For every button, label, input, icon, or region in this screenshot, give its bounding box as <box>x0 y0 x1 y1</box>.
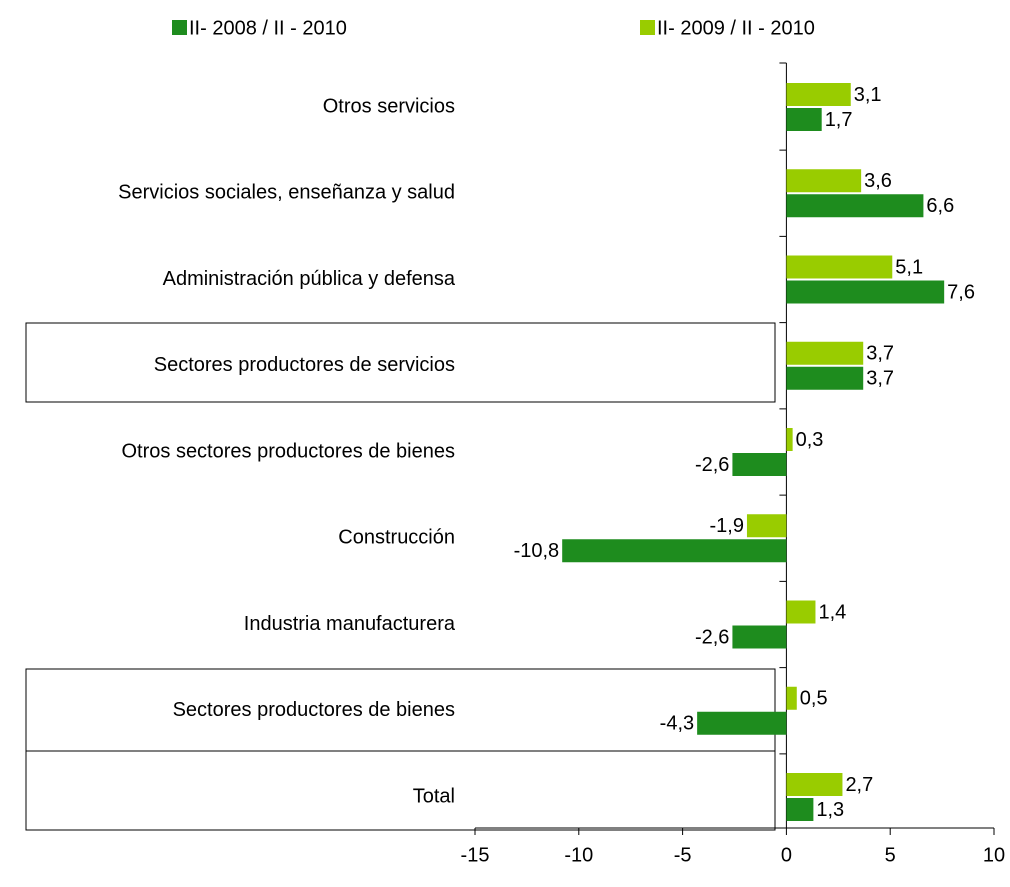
category-label: Servicios sociales, enseñanza y salud <box>118 182 455 204</box>
group-box <box>25 322 776 403</box>
value-label: -2,6 <box>695 454 729 476</box>
value-label: 3,1 <box>854 84 882 106</box>
x-tick-label: -10 <box>564 844 593 866</box>
value-label: 3,7 <box>866 368 894 390</box>
bar <box>697 711 787 735</box>
bar <box>786 280 945 304</box>
value-label: 3,7 <box>866 343 894 365</box>
value-label: 2,7 <box>845 774 873 796</box>
bar <box>562 539 787 563</box>
value-label: -1,9 <box>709 515 743 537</box>
legend-swatch <box>640 20 655 35</box>
value-label: 0,5 <box>800 688 828 710</box>
value-label: 1,4 <box>818 601 846 623</box>
bar <box>786 341 864 365</box>
value-label: 0,3 <box>796 429 824 451</box>
x-tick-label: 10 <box>983 844 1005 866</box>
category-label: Administración pública y defensa <box>163 268 456 290</box>
value-label: -2,6 <box>695 626 729 648</box>
bar <box>786 83 851 106</box>
bar <box>786 255 893 279</box>
x-tick-label: 0 <box>781 844 792 866</box>
bar <box>786 600 816 624</box>
bar <box>732 625 787 649</box>
bar <box>746 514 787 538</box>
bar <box>786 169 862 193</box>
value-label: 7,6 <box>947 281 975 303</box>
bar <box>786 194 924 218</box>
x-tick-label: -5 <box>674 844 692 866</box>
x-tick-label: -15 <box>461 844 490 866</box>
category-label: Sectores productores de servicios <box>154 354 455 376</box>
value-label: 6,6 <box>926 195 954 217</box>
value-label: -4,3 <box>660 713 694 735</box>
category-label: Total <box>413 785 455 807</box>
category-label: Otros servicios <box>323 95 455 117</box>
value-label: 1,7 <box>825 109 853 131</box>
bar <box>786 428 793 451</box>
x-tick-label: 5 <box>885 844 896 866</box>
bar <box>786 798 814 821</box>
legend-swatch <box>172 20 187 35</box>
value-label: -10,8 <box>514 540 560 562</box>
bar <box>786 366 864 390</box>
category-label: Industria manufacturera <box>244 613 456 635</box>
legend-label: II- 2008 / II - 2010 <box>189 17 347 39</box>
bar <box>732 453 787 476</box>
bar <box>786 108 822 131</box>
legend-label: II- 2009 / II - 2010 <box>657 17 815 39</box>
bar <box>786 773 843 796</box>
category-label: Sectores productores de bienes <box>173 699 455 721</box>
value-label: 5,1 <box>895 256 923 278</box>
category-label: Construcción <box>338 527 455 549</box>
category-label: Otros sectores productores de bienes <box>121 440 455 462</box>
bar <box>786 686 797 710</box>
value-label: 3,6 <box>864 170 892 192</box>
group-box <box>25 750 776 831</box>
value-label: 1,3 <box>816 799 844 821</box>
